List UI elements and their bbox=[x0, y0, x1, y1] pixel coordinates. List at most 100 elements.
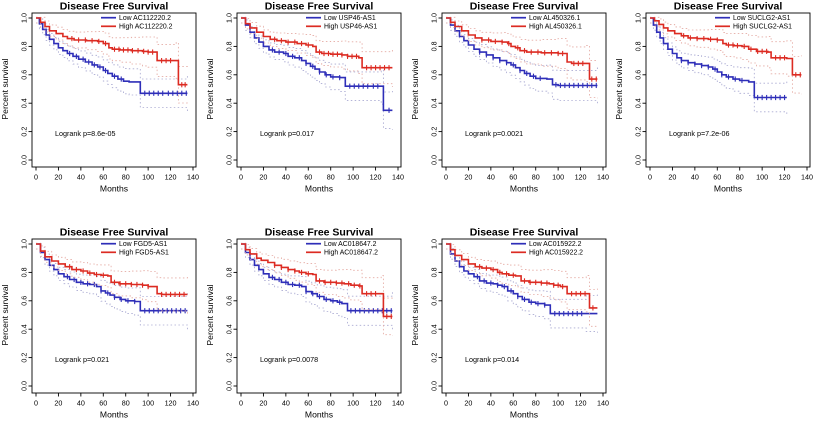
x-tick-label: 20 bbox=[464, 399, 472, 408]
legend-label-high: High FGD5-AS1 bbox=[119, 250, 169, 257]
x-tick-label: 120 bbox=[370, 173, 382, 182]
ci-lower-high bbox=[241, 248, 393, 336]
x-axis-label: Months bbox=[100, 184, 128, 194]
x-tick-label: 40 bbox=[487, 399, 495, 408]
high-survival-curve bbox=[241, 243, 393, 318]
ci-upper-low bbox=[650, 16, 788, 84]
chart-title: Disease Free Survival bbox=[674, 1, 783, 13]
x-tick-label: 120 bbox=[779, 173, 791, 182]
x-tick-label: 80 bbox=[532, 173, 540, 182]
y-tick-label: 0.4 bbox=[429, 324, 438, 334]
ci-upper-low bbox=[36, 16, 188, 80]
x-tick-label: 0 bbox=[239, 399, 243, 408]
y-tick-label: 0.6 bbox=[429, 296, 438, 306]
x-tick-label: 40 bbox=[282, 173, 290, 182]
y-axis-label: Percent survival bbox=[0, 58, 10, 119]
km-plot-svg-AC112220.2: Disease Free Survival 0 20 40 60 80 100 120 140 0… bbox=[0, 1, 199, 194]
x-tick-label: 80 bbox=[532, 399, 540, 408]
y-tick-label: 0.2 bbox=[429, 353, 438, 363]
y-tick-label: 0.6 bbox=[224, 70, 233, 80]
plot-box bbox=[31, 12, 197, 168]
plot-box bbox=[31, 238, 197, 394]
y-tick-label: 0.0 bbox=[224, 381, 233, 391]
y-tick-label: 0.0 bbox=[633, 155, 642, 165]
chart-title: Disease Free Survival bbox=[60, 1, 169, 13]
plot-box bbox=[645, 12, 811, 168]
logrank-pvalue: Logrank p=0.0021 bbox=[465, 129, 523, 138]
x-tick-label: 140 bbox=[392, 173, 404, 182]
y-tick-label: 0.8 bbox=[429, 41, 438, 51]
x-tick-label: 40 bbox=[487, 173, 495, 182]
x-tick-label: 40 bbox=[77, 173, 85, 182]
km-plot-AC015922.2: Disease Free Survival 0 20 40 60 80 100 120 140 0… bbox=[410, 226, 615, 426]
ci-lower-high bbox=[446, 22, 598, 99]
ci-upper-high bbox=[241, 242, 393, 299]
logrank-pvalue: Logrank p=0.0078 bbox=[260, 355, 318, 364]
x-axis-label: Months bbox=[510, 410, 538, 420]
x-tick-label: 100 bbox=[552, 173, 564, 182]
plot-box bbox=[441, 238, 607, 394]
x-tick-label: 0 bbox=[444, 399, 448, 408]
km-plot-svg-AC015922.2: Disease Free Survival 0 20 40 60 80 100 120 140 0… bbox=[410, 227, 609, 420]
x-tick-label: 20 bbox=[54, 399, 62, 408]
x-tick-label: 60 bbox=[509, 173, 517, 182]
x-tick-label: 60 bbox=[99, 399, 107, 408]
y-tick-label: 1.0 bbox=[19, 239, 28, 249]
y-tick-label: 0.0 bbox=[224, 155, 233, 165]
ci-upper-low bbox=[446, 242, 598, 300]
legend-label-high: High AC018647.2 bbox=[324, 250, 378, 257]
x-axis-label: Months bbox=[100, 410, 128, 420]
y-tick-label: 0.4 bbox=[224, 324, 233, 334]
legend-label-high: High AL450326.1 bbox=[529, 24, 582, 31]
x-tick-label: 0 bbox=[34, 399, 38, 408]
km-plot-svg-SUCLG2-AS1: Disease Free Survival 0 20 40 60 80 100 120 140 0… bbox=[614, 1, 813, 194]
plot-box bbox=[441, 12, 607, 168]
low-survival-curve bbox=[446, 17, 598, 87]
x-tick-label: 120 bbox=[575, 399, 587, 408]
high-survival-curve bbox=[446, 243, 598, 309]
low-survival-curve bbox=[36, 17, 188, 95]
chart-title: Disease Free Survival bbox=[470, 227, 579, 239]
km-plot-AC112220.2: Disease Free Survival 0 20 40 60 80 100 120 140 0… bbox=[0, 0, 205, 200]
y-tick-label: 0.2 bbox=[19, 353, 28, 363]
chart-title: Disease Free Survival bbox=[470, 1, 579, 13]
km-plot-AC018647.2: Disease Free Survival 0 20 40 60 80 100 120 140 0… bbox=[205, 226, 410, 426]
ci-upper-high bbox=[241, 16, 393, 53]
logrank-pvalue: Logrank p=0.014 bbox=[465, 355, 519, 364]
km-plot-USP46-AS1: Disease Free Survival 0 20 40 60 80 100 120 140 0… bbox=[205, 0, 410, 200]
x-tick-label: 60 bbox=[99, 173, 107, 182]
x-tick-label: 100 bbox=[552, 399, 564, 408]
x-tick-label: 40 bbox=[77, 399, 85, 408]
y-tick-label: 1.0 bbox=[633, 13, 642, 23]
y-tick-label: 0.8 bbox=[429, 267, 438, 277]
x-tick-label: 20 bbox=[464, 173, 472, 182]
y-tick-label: 1.0 bbox=[224, 239, 233, 249]
km-plot-SUCLG2-AS1: Disease Free Survival 0 20 40 60 80 100 120 140 0… bbox=[614, 0, 819, 200]
x-tick-label: 0 bbox=[444, 173, 448, 182]
legend-label-low: Low FGD5-AS1 bbox=[119, 241, 167, 248]
ci-lower-low bbox=[241, 22, 393, 130]
x-tick-label: 20 bbox=[668, 173, 676, 182]
x-tick-label: 20 bbox=[259, 173, 267, 182]
legend-label-low: Low SUCLG2-AS1 bbox=[733, 15, 791, 22]
x-tick-label: 60 bbox=[304, 173, 312, 182]
x-tick-label: 60 bbox=[509, 399, 517, 408]
y-tick-label: 0.8 bbox=[633, 41, 642, 51]
ci-upper-low bbox=[241, 242, 393, 297]
x-tick-label: 140 bbox=[801, 173, 813, 182]
km-plot-AL450326.1: Disease Free Survival 0 20 40 60 80 100 120 140 0… bbox=[410, 0, 615, 200]
y-tick-label: 1.0 bbox=[19, 13, 28, 23]
y-tick-label: 0.4 bbox=[224, 98, 233, 108]
x-tick-label: 140 bbox=[187, 173, 199, 182]
ci-upper-high bbox=[446, 16, 598, 62]
y-tick-label: 0.8 bbox=[224, 267, 233, 277]
y-tick-label: 0.2 bbox=[429, 127, 438, 137]
y-tick-label: 0.6 bbox=[19, 70, 28, 80]
ci-lower-high bbox=[446, 248, 598, 328]
x-tick-label: 120 bbox=[165, 173, 177, 182]
y-tick-label: 0.0 bbox=[19, 381, 28, 391]
x-axis-label: Months bbox=[510, 184, 538, 194]
km-plot-svg-USP46-AS1: Disease Free Survival 0 20 40 60 80 100 120 140 0… bbox=[205, 1, 404, 194]
plot-box bbox=[236, 238, 402, 394]
